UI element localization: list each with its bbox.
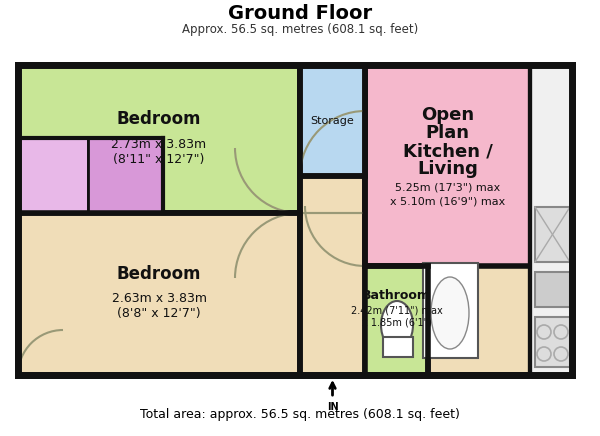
Text: Open: Open [421, 106, 474, 125]
Bar [535, 317, 570, 367]
Bar [365, 65, 572, 266]
Bar [18, 213, 300, 375]
Text: Plan: Plan [425, 125, 470, 143]
Text: (8'8" x 12'7"): (8'8" x 12'7") [117, 307, 201, 320]
Text: Storage: Storage [311, 116, 355, 126]
Text: Approx. 56.5 sq. metres (608.1 sq. feet): Approx. 56.5 sq. metres (608.1 sq. feet) [182, 24, 418, 37]
Text: Kitchen /: Kitchen / [403, 143, 493, 160]
Ellipse shape [381, 301, 413, 349]
Bar [88, 138, 163, 213]
Bar [300, 65, 365, 176]
Text: 2.73m x 3.83m: 2.73m x 3.83m [112, 137, 206, 150]
Bar [530, 65, 572, 375]
Bar [423, 263, 478, 358]
Bar [383, 337, 413, 357]
Text: Bathroom: Bathroom [362, 289, 431, 302]
Bar [18, 65, 300, 213]
Text: 5.25m (17'3") max: 5.25m (17'3") max [395, 183, 500, 193]
Bar [365, 266, 428, 375]
Bar [18, 138, 88, 213]
Text: IN: IN [326, 402, 338, 412]
Text: Bedroom: Bedroom [117, 265, 201, 283]
Ellipse shape [431, 277, 469, 349]
Text: (8'11" x 12'7"): (8'11" x 12'7") [113, 153, 205, 166]
Bar [535, 207, 570, 262]
Text: x 5.10m (16'9") max: x 5.10m (16'9") max [390, 197, 505, 207]
Bar [535, 272, 570, 307]
Text: 2.63m x 3.83m: 2.63m x 3.83m [112, 293, 206, 306]
Text: x 1.85m (6'1"): x 1.85m (6'1") [362, 317, 431, 327]
Text: Ground Floor: Ground Floor [228, 4, 372, 24]
Text: 2.42m (7'11") max: 2.42m (7'11") max [350, 306, 442, 316]
Bar [300, 65, 365, 375]
Bar [18, 65, 572, 375]
Text: Living: Living [417, 160, 478, 178]
Text: Bedroom: Bedroom [117, 110, 201, 128]
Text: Total area: approx. 56.5 sq. metres (608.1 sq. feet): Total area: approx. 56.5 sq. metres (608… [140, 408, 460, 420]
